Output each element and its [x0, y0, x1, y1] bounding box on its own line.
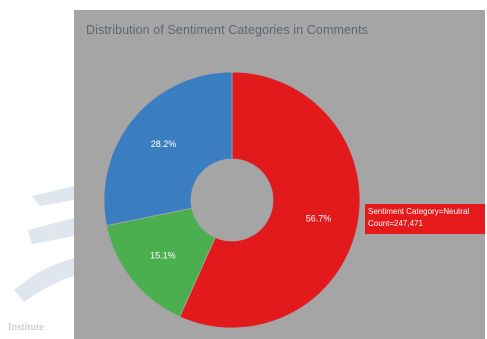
hover-category: Sentiment Category=Neutral: [368, 207, 470, 216]
pie-slice-0[interactable]: [179, 71, 361, 329]
chart-title: Distribution of Sentiment Categories in …: [86, 23, 369, 37]
slice-label-0: 56.7%: [306, 213, 332, 223]
hover-count: Count=247,471: [368, 219, 423, 228]
hover-tooltip: Sentiment Category=Neutral Count=247,471: [365, 204, 485, 234]
pie-slice-2[interactable]: [103, 71, 233, 227]
slice-label-2: 28.2%: [151, 139, 177, 149]
watermark-text: Institute: [8, 321, 45, 333]
pie-slice-1[interactable]: [106, 207, 216, 318]
slice-label-1: 15.1%: [150, 250, 176, 260]
